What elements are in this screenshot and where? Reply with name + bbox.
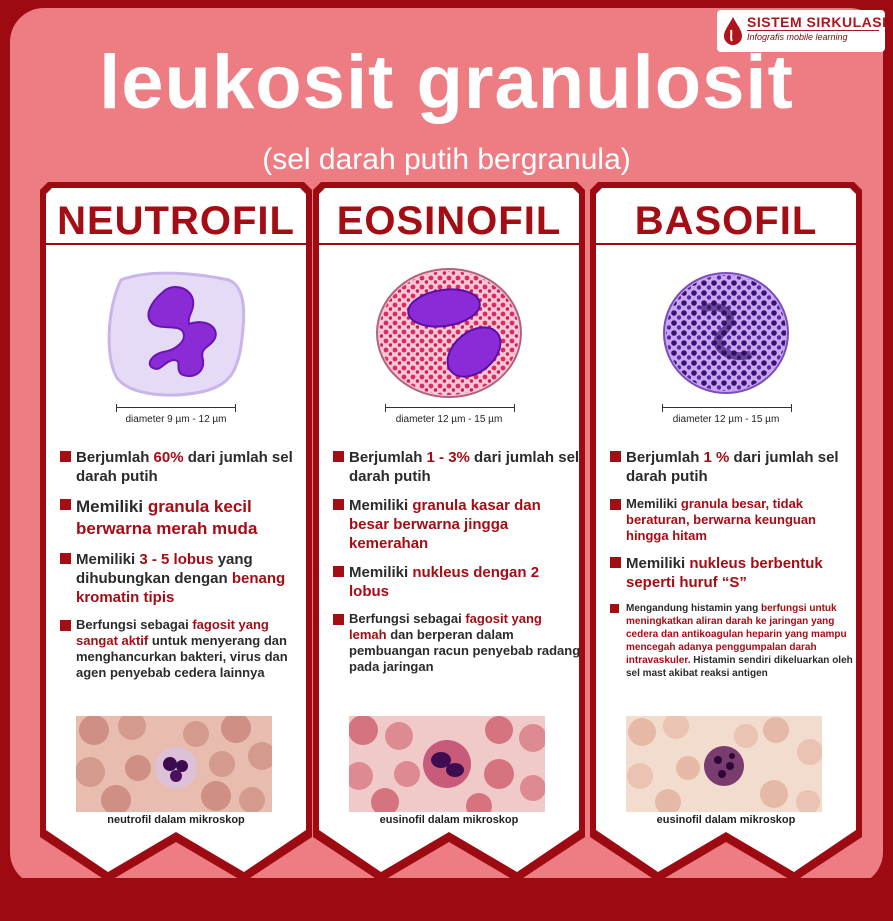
size-label: diameter 12 µm - 15 µm	[395, 414, 503, 425]
blood-drop-icon	[724, 17, 742, 45]
fact-item: Mengandung histamin yang berfungsi untuk…	[610, 602, 858, 680]
size-label: diameter 9 µm - 12 µm	[125, 414, 227, 425]
logo-brand: SISTEM SIRKULASI	[747, 14, 887, 30]
fact-item: Memiliki granula besar, tidak beraturan,…	[610, 496, 858, 544]
bottom-bar	[0, 878, 893, 921]
cell-name: NEUTROFIL	[57, 199, 295, 243]
cell-name: EOSINOFIL	[336, 199, 562, 243]
page-title: leukosit granulosit	[99, 40, 794, 125]
eosinophil-illustration	[376, 268, 522, 398]
card-frame	[590, 182, 862, 882]
fact-item: Berjumlah 60% dari jumlah sel darah puti…	[60, 448, 308, 486]
cell-name: BASOFIL	[634, 199, 818, 243]
logo-tagline: Infografis mobile learning	[747, 32, 848, 42]
fact-item: Berjumlah 1 - 3% dari jumlah sel darah p…	[333, 448, 581, 486]
size-label: diameter 12 µm - 15 µm	[672, 414, 780, 425]
fact-item: Berjumlah 1 % dari jumlah sel darah puti…	[610, 448, 858, 486]
fact-item: Memiliki 3 - 5 lobus yang dihubungkan de…	[60, 550, 308, 607]
microscope-image	[76, 716, 272, 812]
fact-item: Berfungsi sebagai fagosit yang sangat ak…	[60, 617, 308, 681]
basophil-illustration	[663, 272, 789, 394]
micro-caption: eusinofil dalam mikroskop	[656, 814, 796, 826]
card-neutrofil: NEUTROFIL diameter 9 µm - 12 µm Berjumla…	[40, 182, 312, 882]
logo-divider	[747, 30, 879, 31]
card-basofil: BASOFIL diameter 12 µm - 15 µm Berjumlah…	[590, 182, 862, 882]
fact-item: Memiliki granula kecil berwarna merah mu…	[60, 496, 308, 540]
fact-list: Berjumlah 1 % dari jumlah sel darah puti…	[610, 448, 858, 690]
page-subtitle: (sel darah putih bergranula)	[262, 143, 631, 176]
fact-item: Memiliki nukleus berbentuk seperti huruf…	[610, 554, 858, 592]
microscope-image	[626, 716, 822, 812]
card-eosinofil: EOSINOFIL diameter 12 µm - 15 µm Berjuml…	[313, 182, 585, 882]
neutrophil-illustration	[107, 271, 246, 397]
fact-item: Memiliki nukleus dengan 2 lobus	[333, 563, 581, 601]
fact-item: Memiliki granula kasar dan besar berwarn…	[333, 496, 581, 553]
fact-list: Berjumlah 1 - 3% dari jumlah sel darah p…	[333, 448, 581, 685]
microscope-image	[349, 716, 545, 812]
fact-list: Berjumlah 60% dari jumlah sel darah puti…	[60, 448, 308, 691]
logo: SISTEM SIRKULASI Infografis mobile learn…	[717, 10, 887, 52]
fact-item: Berfungsi sebagai fagosit yang lemah dan…	[333, 611, 581, 675]
micro-caption: neutrofil dalam mikroskop	[107, 814, 245, 826]
micro-caption: eusinofil dalam mikroskop	[379, 814, 519, 826]
